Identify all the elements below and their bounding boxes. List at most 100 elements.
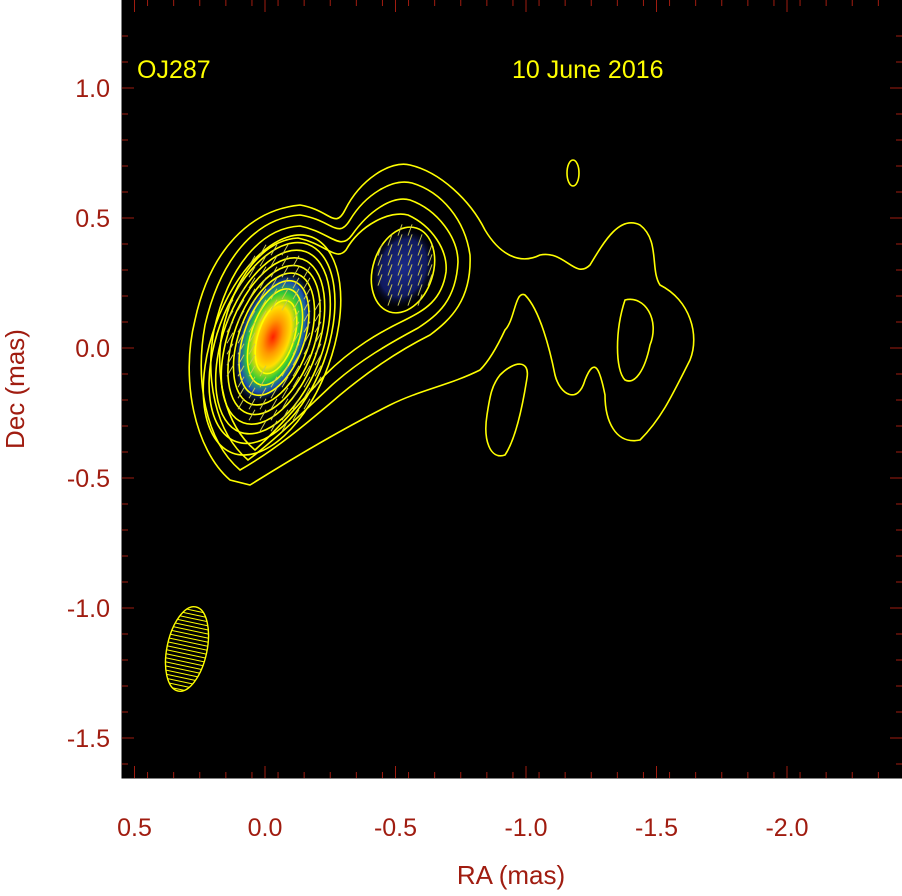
contour-core-1 [202, 234, 342, 456]
contour-2 [200, 181, 471, 471]
polarization-vector [292, 398, 300, 410]
polarization-vector [292, 343, 300, 355]
polarization-vector [397, 254, 403, 266]
image-layer [164, 159, 695, 692]
polarization-vector [387, 284, 393, 296]
polarization-vector [237, 387, 245, 399]
contour-core-2 [208, 241, 336, 445]
polarization-vector [303, 288, 311, 300]
contour-core-3 [214, 249, 332, 435]
contour-outer [188, 163, 695, 486]
polarization-vector [259, 255, 267, 267]
contour-3 [210, 198, 459, 462]
polarization-vector [237, 277, 245, 289]
polarization-vector [292, 310, 300, 322]
polarization-vector [427, 264, 433, 276]
polarization-vector [407, 284, 413, 296]
contour-core-8 [246, 288, 304, 386]
y-tick-label: -1.0 [67, 595, 110, 623]
polarization-vector [248, 354, 256, 366]
polarization-vector [281, 376, 289, 388]
polarization-vector [397, 264, 403, 276]
polarization-vector [259, 409, 267, 421]
polarization-vector [292, 299, 300, 311]
polarization-vector [259, 420, 267, 432]
polarization-vector [237, 365, 245, 377]
polarization-vector [303, 277, 311, 289]
polarization-vector [248, 409, 256, 421]
contour-island-right [616, 298, 654, 382]
polarization-vector [270, 244, 278, 256]
polarization-vector [314, 354, 322, 366]
polarization-vector [303, 299, 311, 311]
polarization-vector [292, 354, 300, 366]
polarization-vector [417, 284, 423, 296]
polarization-vector [248, 255, 256, 267]
x-tick-label: -0.5 [374, 814, 417, 842]
polarization-vector [427, 254, 433, 266]
knot-emission [369, 227, 437, 309]
y-tick-labels: 1.0 0.5 0.0 -0.5 -1.0 -1.5 [67, 75, 110, 753]
polarization-vector [237, 343, 245, 355]
polarization-vector [417, 264, 423, 276]
polarization-vector [259, 365, 267, 377]
polarization-vector [303, 354, 311, 366]
polarization-vector [270, 420, 278, 432]
polarization-vector [259, 398, 267, 410]
polarization-vector [248, 376, 256, 388]
polarization-vector [226, 354, 234, 366]
x-axis-title: RA (mas) [457, 860, 565, 890]
polarization-vector [248, 288, 256, 300]
contour-island-lower [485, 363, 529, 457]
polarization-vector [292, 277, 300, 289]
polarization-vector [237, 354, 245, 366]
y-tick-label: -1.5 [67, 725, 110, 753]
polarization-vector [292, 365, 300, 377]
polarization-vector [417, 294, 423, 306]
x-tick-label: -2.0 [765, 814, 808, 842]
polarization-vector [281, 409, 289, 421]
polarization-vector [292, 255, 300, 267]
polarization-vector [270, 255, 278, 267]
contour-knot [370, 226, 436, 314]
contour-island-top [566, 159, 580, 187]
plot-frame [121, 0, 902, 779]
polarization-vector [417, 244, 423, 256]
polarization-vector [248, 266, 256, 278]
polarization-vector [237, 321, 245, 333]
polarization-vector [259, 376, 267, 388]
polarization-vector [237, 288, 245, 300]
polarization-vectors [226, 224, 433, 432]
polarization-vector [387, 254, 393, 266]
polarization-vector [226, 365, 234, 377]
polarization-vector [407, 234, 413, 246]
polarization-vector [248, 310, 256, 322]
polarization-vector [427, 274, 433, 286]
x-tick-labels: 0.5 0.0 -0.5 -1.0 -1.5 -2.0 [117, 814, 808, 842]
polarization-vector [259, 387, 267, 399]
polarization-vector [407, 264, 413, 276]
polarization-vector [281, 244, 289, 256]
polarization-vector [281, 398, 289, 410]
polarization-vector [303, 365, 311, 377]
polarization-vector [237, 299, 245, 311]
polarization-vector [303, 398, 311, 410]
polarization-vector [270, 398, 278, 410]
polarization-vector [270, 288, 278, 300]
polarization-vector [226, 310, 234, 322]
polarization-vector [281, 299, 289, 311]
polarization-vector [314, 343, 322, 355]
polarization-vector [303, 321, 311, 333]
x-tick-label: -1.5 [635, 814, 678, 842]
polarization-vector [314, 332, 322, 344]
polarization-vector [314, 376, 322, 388]
polarization-vector [226, 321, 234, 333]
polarization-vector [226, 332, 234, 344]
polarization-vector [397, 244, 403, 256]
polarization-vector [270, 409, 278, 421]
y-tick-label: 0.5 [75, 205, 110, 233]
polarization-vector [259, 277, 267, 289]
polarization-vector [407, 244, 413, 256]
polarization-vector [303, 332, 311, 344]
polarization-vector [237, 332, 245, 344]
